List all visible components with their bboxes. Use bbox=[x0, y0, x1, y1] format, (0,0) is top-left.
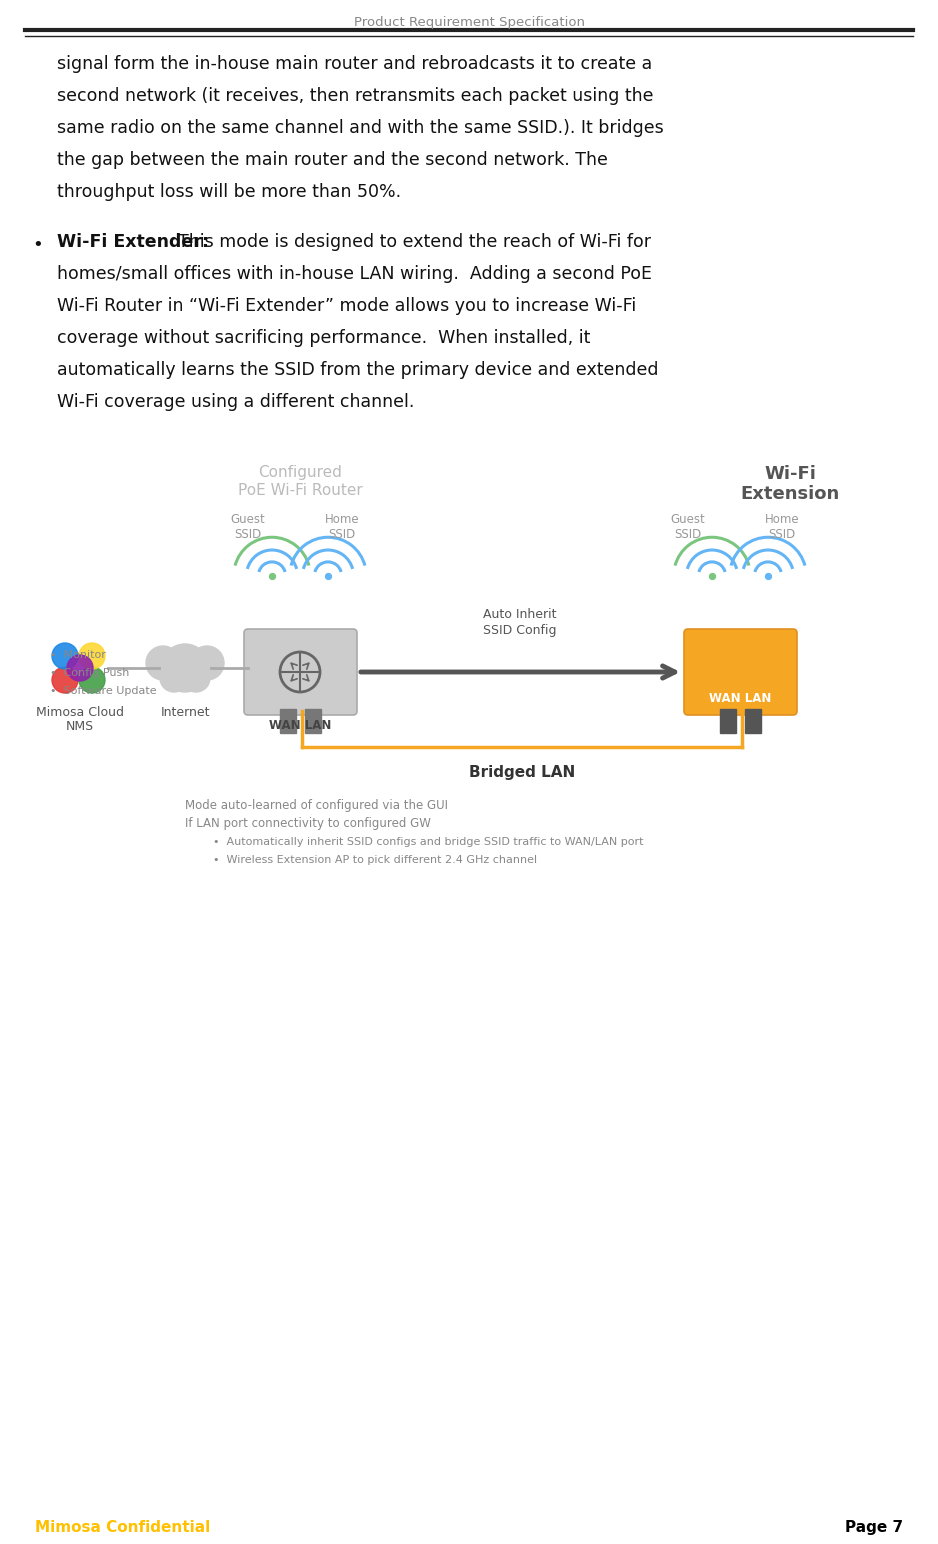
Text: •  Wireless Extension AP to pick different 2.4 GHz channel: • Wireless Extension AP to pick differen… bbox=[213, 855, 537, 865]
Bar bbox=[305, 709, 321, 733]
Circle shape bbox=[79, 642, 105, 669]
Text: Bridged LAN: Bridged LAN bbox=[469, 764, 575, 780]
Text: •  Software Update: • Software Update bbox=[50, 686, 157, 696]
Text: •: • bbox=[32, 236, 43, 255]
Text: This mode is designed to extend the reach of Wi-Fi for: This mode is designed to extend the reac… bbox=[167, 233, 651, 252]
Text: Guest
SSID: Guest SSID bbox=[671, 513, 705, 540]
Text: WAN LAN: WAN LAN bbox=[269, 720, 331, 732]
Text: Auto Inherit
SSID Config: Auto Inherit SSID Config bbox=[483, 608, 557, 638]
Circle shape bbox=[190, 645, 224, 679]
Bar bbox=[745, 709, 761, 733]
Text: Product Requirement Specification: Product Requirement Specification bbox=[354, 15, 584, 29]
FancyBboxPatch shape bbox=[684, 628, 797, 715]
Text: Wi-Fi coverage using a different channel.: Wi-Fi coverage using a different channel… bbox=[57, 394, 415, 411]
Text: Wi-Fi Extender:: Wi-Fi Extender: bbox=[57, 233, 209, 252]
Text: Mode auto-learned of configured via the GUI: Mode auto-learned of configured via the … bbox=[185, 798, 448, 812]
Text: •  Config Push: • Config Push bbox=[50, 669, 129, 678]
Text: Mimosa Confidential: Mimosa Confidential bbox=[35, 1519, 210, 1535]
Bar bbox=[280, 709, 296, 733]
Text: throughput loss will be more than 50%.: throughput loss will be more than 50%. bbox=[57, 184, 401, 201]
Circle shape bbox=[161, 644, 209, 692]
Circle shape bbox=[52, 667, 78, 693]
Text: Wi-Fi Router in “Wi-Fi Extender” mode allows you to increase Wi-Fi: Wi-Fi Router in “Wi-Fi Extender” mode al… bbox=[57, 296, 636, 315]
Text: If LAN port connectivity to configured GW: If LAN port connectivity to configured G… bbox=[185, 817, 431, 831]
Text: Wi-Fi: Wi-Fi bbox=[764, 465, 816, 483]
Text: coverage without sacrificing performance.  When installed, it: coverage without sacrificing performance… bbox=[57, 329, 590, 347]
Text: homes/small offices with in-house LAN wiring.  Adding a second PoE: homes/small offices with in-house LAN wi… bbox=[57, 266, 652, 283]
FancyBboxPatch shape bbox=[244, 628, 357, 715]
Text: Home
SSID: Home SSID bbox=[764, 513, 799, 540]
Bar bbox=[720, 709, 736, 733]
Circle shape bbox=[52, 642, 78, 669]
Text: Configured: Configured bbox=[258, 465, 342, 480]
Text: Home
SSID: Home SSID bbox=[325, 513, 359, 540]
Text: automatically learns the SSID from the primary device and extended: automatically learns the SSID from the p… bbox=[57, 361, 658, 378]
Text: Mimosa Cloud: Mimosa Cloud bbox=[36, 706, 124, 720]
Text: •  Automatically inherit SSID configs and bridge SSID traffic to WAN/LAN port: • Automatically inherit SSID configs and… bbox=[213, 837, 643, 848]
Text: •  Monitor: • Monitor bbox=[50, 650, 106, 659]
Text: the gap between the main router and the second network. The: the gap between the main router and the … bbox=[57, 151, 608, 168]
Text: NMS: NMS bbox=[66, 720, 94, 733]
Text: second network (it receives, then retransmits each packet using the: second network (it receives, then retran… bbox=[57, 86, 654, 105]
Circle shape bbox=[67, 655, 93, 681]
Circle shape bbox=[146, 645, 180, 679]
Circle shape bbox=[182, 664, 210, 692]
Circle shape bbox=[160, 664, 188, 692]
Text: Page 7: Page 7 bbox=[845, 1519, 903, 1535]
Text: Guest
SSID: Guest SSID bbox=[231, 513, 265, 540]
Text: signal form the in-house main router and rebroadcasts it to create a: signal form the in-house main router and… bbox=[57, 56, 652, 73]
Text: same radio on the same channel and with the same SSID.). It bridges: same radio on the same channel and with … bbox=[57, 119, 664, 137]
Text: WAN LAN: WAN LAN bbox=[709, 692, 771, 706]
Text: PoE Wi-Fi Router: PoE Wi-Fi Router bbox=[237, 483, 362, 499]
Circle shape bbox=[79, 667, 105, 693]
Text: Extension: Extension bbox=[740, 485, 840, 503]
Text: Internet: Internet bbox=[160, 706, 210, 720]
